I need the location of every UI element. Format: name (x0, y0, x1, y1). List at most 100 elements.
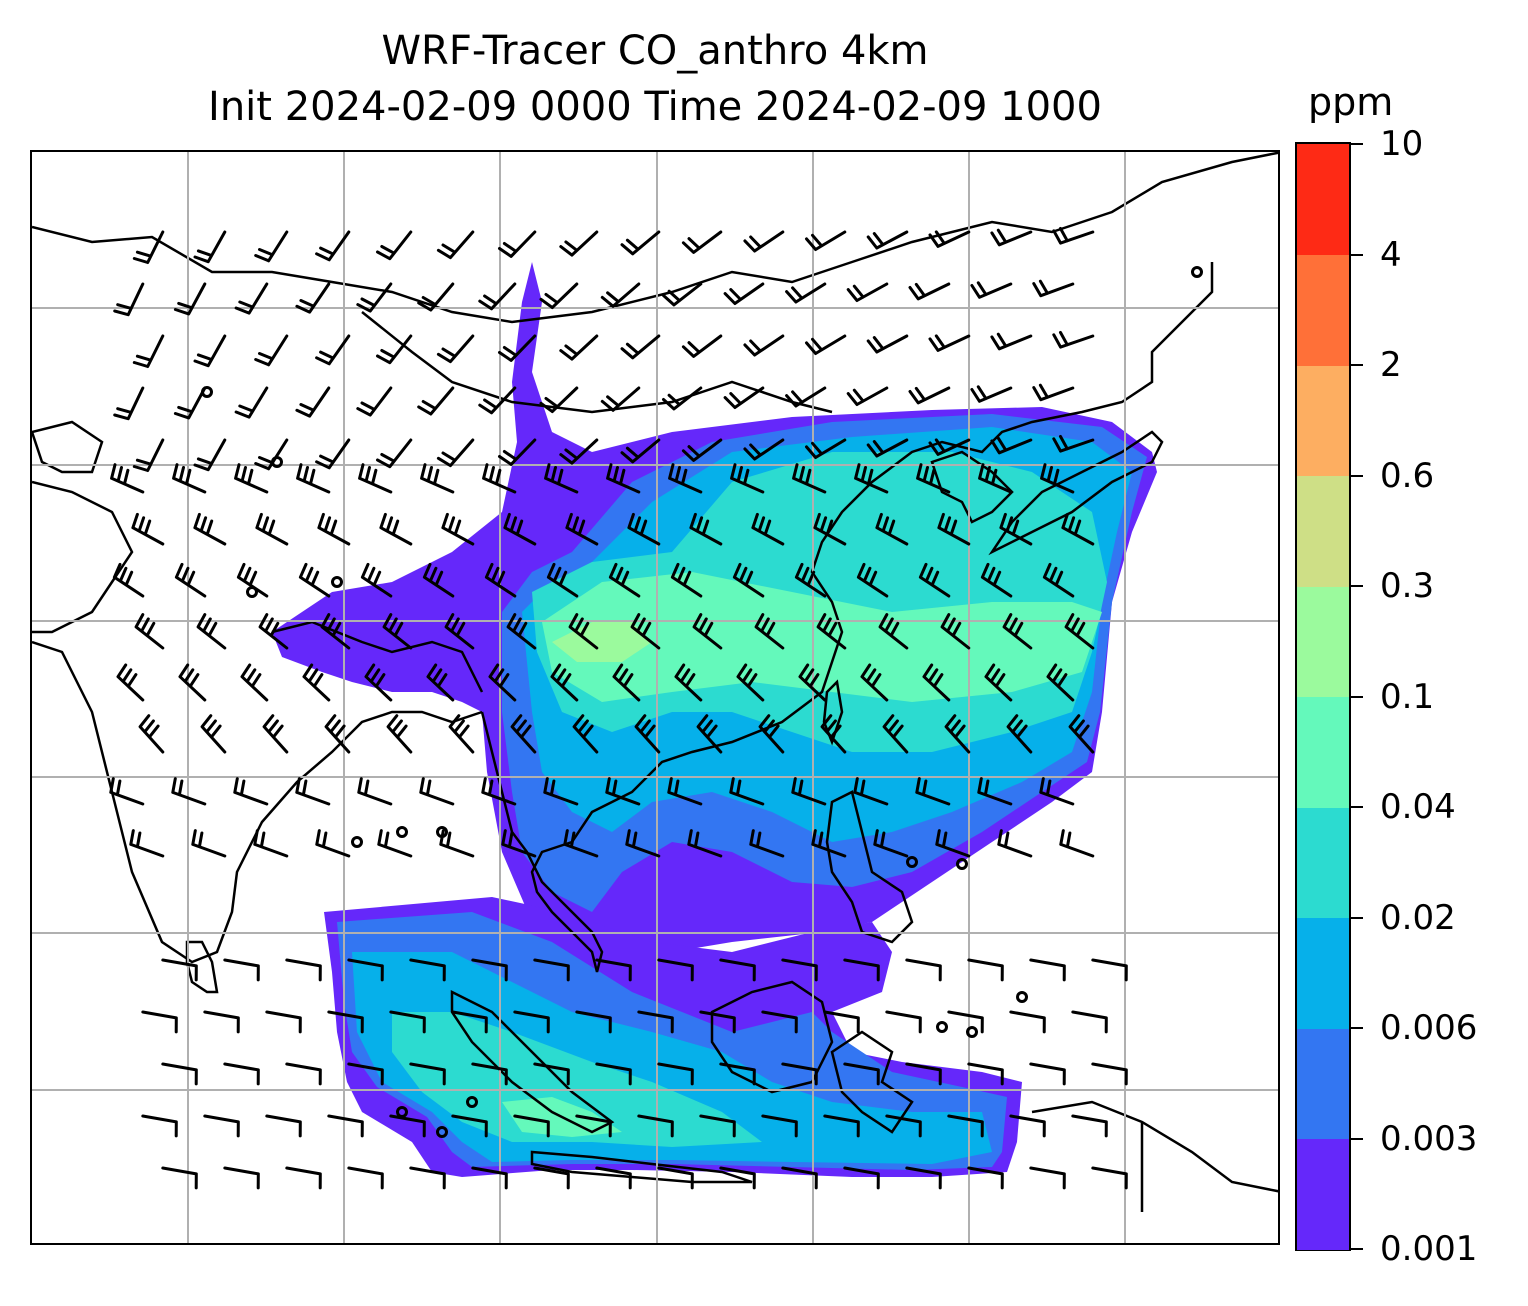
wind-barb (935, 829, 971, 858)
coastline-new-guinea (1031, 1100, 1278, 1212)
wind-barb (794, 562, 827, 598)
wind-barb (565, 512, 599, 546)
tracer-fill-south (324, 897, 1022, 1177)
wind-barb (295, 386, 331, 418)
wind-barb (813, 512, 847, 546)
wind-barb (595, 1166, 632, 1190)
calm-wind-circle (271, 456, 283, 468)
wind-barb (620, 334, 661, 360)
wind-barb (357, 777, 393, 806)
wind-barb (132, 230, 165, 264)
colorbar-tick (1351, 1137, 1363, 1140)
wind-barb (1042, 562, 1075, 598)
wind-barb (382, 613, 413, 650)
colorbar-segment (1297, 1138, 1349, 1250)
wind-barb (1071, 1114, 1108, 1138)
wind-barb (436, 438, 475, 468)
colorbar-tick (1351, 1027, 1363, 1029)
wind-barb (254, 230, 289, 263)
wind-barb (792, 463, 827, 494)
wind-barb (132, 334, 165, 368)
coastline-korea (930, 450, 1014, 524)
wind-barb (905, 1062, 942, 1086)
wind-barb (173, 282, 207, 316)
wind-barb (501, 829, 537, 858)
wind-barb (970, 385, 1013, 403)
wind-barb (846, 282, 889, 302)
wind-barb (420, 463, 455, 494)
wind-barb (843, 1062, 880, 1086)
wind-barb (781, 958, 818, 982)
wind-barb (843, 1166, 880, 1190)
wind-barb (422, 562, 455, 598)
coastline-india (32, 640, 483, 964)
wind-barb (543, 777, 579, 806)
wind-barb (533, 1062, 570, 1086)
wind-barb (240, 663, 269, 702)
colorbar-tick-label: 0.006 (1380, 1008, 1478, 1048)
wind-barb (533, 1166, 570, 1190)
wind-barb (630, 613, 661, 650)
wind-barb (967, 1062, 1004, 1086)
coastline-taiwan (822, 679, 844, 746)
wind-barb (1039, 777, 1075, 806)
wind-barb (161, 1166, 198, 1190)
wind-barb (843, 958, 880, 982)
wind-barb (915, 777, 951, 806)
wind-barb (510, 714, 537, 754)
wind-barb (937, 512, 971, 546)
map-canvas (32, 152, 1278, 1243)
wind-barb (358, 463, 393, 494)
wind-barb (820, 714, 847, 754)
wind-barb (878, 613, 909, 650)
calm-wind-circle (436, 826, 448, 838)
wind-barb (761, 1010, 798, 1034)
colorbar-segment (1297, 254, 1349, 366)
wind-barb (980, 562, 1013, 598)
wind-barb (172, 463, 207, 494)
wind-barb (315, 829, 351, 858)
wind-barb (451, 1010, 488, 1034)
calm-wind-circle (1016, 991, 1028, 1003)
wind-barb (132, 438, 165, 472)
wind-barb (662, 386, 703, 411)
wind-barb (572, 714, 599, 754)
wind-barb (258, 613, 289, 650)
wind-barb (409, 958, 446, 982)
wind-barb (1040, 463, 1075, 494)
colorbar-segment (1297, 696, 1349, 808)
wind-barb (922, 663, 951, 702)
wind-barb (444, 613, 475, 650)
wind-barb (595, 1062, 632, 1086)
wind-barb (612, 663, 641, 702)
wind-barb (513, 1114, 550, 1138)
wind-barb (657, 958, 694, 982)
wind-barb (324, 714, 351, 754)
wind-barb (255, 512, 289, 546)
wind-barb (608, 562, 641, 598)
wind-barb (984, 663, 1013, 702)
wind-barb (110, 463, 145, 494)
wind-barb (559, 438, 599, 465)
wind-barb (1046, 663, 1075, 702)
calm-wind-circle (331, 576, 343, 588)
wind-barb (482, 463, 517, 494)
colorbar-tick-label: 10 (1380, 124, 1424, 164)
wind-barb (885, 1114, 922, 1138)
wind-barb (234, 386, 269, 419)
wind-barb (478, 386, 517, 415)
wind-barb (223, 1062, 260, 1086)
map-title-line-1: WRF-Tracer CO_anthro 4km (381, 28, 929, 74)
colorbar-tick-label: 0.001 (1380, 1229, 1478, 1269)
calm-wind-circle (466, 1096, 478, 1108)
wind-barb (885, 1010, 922, 1034)
wind-barb (546, 562, 579, 598)
map-panel[interactable] (30, 150, 1280, 1245)
coastline-sulawesi (830, 1030, 914, 1134)
colorbar-tick-label: 0.02 (1380, 897, 1456, 938)
wind-barb (1029, 1062, 1066, 1086)
wind-barb (681, 334, 723, 358)
wind-barb (823, 1114, 860, 1138)
wind-barb (498, 230, 537, 258)
wind-barb (506, 613, 537, 650)
